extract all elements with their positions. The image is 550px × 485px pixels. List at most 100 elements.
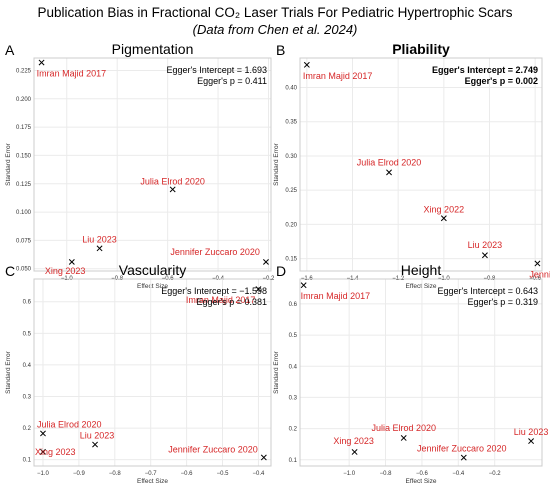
y-tick-label: 0.25 <box>285 188 297 194</box>
data-point-marker <box>460 454 467 461</box>
y-axis-label: Standard Error <box>5 142 12 185</box>
x-tick-label: −1.0 <box>343 471 356 477</box>
y-tick-label: 0.4 <box>23 363 32 369</box>
y-tick-label: 0.3 <box>23 395 32 401</box>
data-point-marker <box>92 441 98 448</box>
y-tick-label: 0.20 <box>285 222 297 228</box>
y-tick-label: 0.125 <box>16 182 32 188</box>
y-axis-label: Standard Error <box>5 350 12 393</box>
study-label: Jennifer Zuccaro 2020 <box>529 269 550 279</box>
x-tick-label: −0.4 <box>452 471 465 477</box>
plot-frame <box>33 57 272 272</box>
data-point-marker <box>260 454 267 461</box>
panel-letter: C <box>5 263 15 279</box>
y-tick-label: 0.5 <box>23 331 32 337</box>
study-label: Imran Majid 2017 <box>37 69 107 79</box>
plot-frame <box>33 278 272 467</box>
y-tick-label: 0.075 <box>16 238 32 244</box>
study-label: Imran Majid 2017 <box>303 71 373 81</box>
data-point-marker <box>400 434 407 441</box>
study-label: Xing 2023 <box>45 266 86 276</box>
x-tick-label: −0.6 <box>416 471 429 477</box>
y-tick-label: 0.15 <box>285 257 297 263</box>
y-tick-label: 0.2 <box>289 427 298 433</box>
x-tick-label: −0.7 <box>145 471 158 477</box>
y-axis-label: Standard Error <box>273 142 280 185</box>
x-tick-label: −1.0 <box>37 471 50 477</box>
y-tick-label: 0.150 <box>16 153 32 159</box>
data-point-marker <box>96 245 103 252</box>
y-tick-label: 0.35 <box>285 120 297 126</box>
eggers-annotation: Egger's p = 0.319 <box>467 297 538 307</box>
x-axis-label: Effect Size <box>406 283 437 290</box>
x-tick-label: −0.4 <box>253 471 266 477</box>
y-tick-label: 0.6 <box>289 302 298 308</box>
study-label: Julia Elrod 2020 <box>371 423 436 433</box>
plot-frame <box>299 57 543 272</box>
data-point-marker <box>263 258 269 265</box>
data-point-marker <box>255 286 262 293</box>
y-tick-label: 0.5 <box>289 333 298 339</box>
data-point-marker <box>300 282 307 289</box>
x-tick-label: −0.9 <box>73 471 86 477</box>
x-tick-label: −0.8 <box>380 471 393 477</box>
y-tick-label: 0.175 <box>16 125 32 131</box>
study-label: Jennifer Zuccaro 2020 <box>170 247 260 257</box>
data-point-marker <box>303 61 310 68</box>
data-point-marker <box>440 215 447 222</box>
data-point-marker <box>169 186 176 193</box>
x-axis-label: Effect Size <box>406 478 437 485</box>
y-tick-label: 0.6 <box>23 300 32 306</box>
eggers-annotation: Egger's Intercept = 2.749 <box>432 65 538 75</box>
x-tick-label: −0.2 <box>489 471 502 477</box>
y-tick-label: 0.1 <box>289 458 298 464</box>
y-tick-label: 0.1 <box>23 458 32 464</box>
y-tick-label: 0.225 <box>16 68 32 74</box>
y-tick-label: 0.3 <box>289 395 298 401</box>
data-point-marker <box>68 258 75 265</box>
y-tick-label: 0.4 <box>289 364 298 370</box>
eggers-annotation: Egger's p = 0.002 <box>465 76 538 86</box>
panel-letter: A <box>5 42 15 58</box>
eggers-annotation: Egger's p = 0.381 <box>196 297 267 307</box>
study-label: Julia Elrod 2020 <box>37 419 102 429</box>
study-label: Imran Majid 2017 <box>186 295 256 305</box>
study-label: Liu 2023 <box>514 427 549 437</box>
panel-title: Pigmentation <box>112 41 194 57</box>
study-label: Xing 2023 <box>333 436 374 446</box>
study-label: Liu 2023 <box>468 240 503 250</box>
study-label: Liu 2023 <box>82 234 117 244</box>
eggers-annotation: Egger's Intercept = 0.643 <box>437 286 538 296</box>
data-point-marker <box>351 449 358 455</box>
study-label: Julia Elrod 2020 <box>357 157 422 167</box>
y-tick-label: 0.100 <box>16 210 32 216</box>
figure-subtitle: (Data from Chen et al. 2024) <box>192 22 358 37</box>
panel-title: Height <box>401 262 442 278</box>
eggers-annotation: Egger's p = 0.411 <box>197 76 267 86</box>
study-label: Jennifer Zuccaro 2020 <box>417 444 507 454</box>
data-point-marker <box>534 260 541 267</box>
figure-title: Publication Bias in Fractional CO₂ Laser… <box>37 5 513 20</box>
study-label: Jennifer Zuccaro 2020 <box>168 444 258 454</box>
panel-title: Vascularity <box>119 262 186 278</box>
x-axis-label: Effect Size <box>137 283 168 290</box>
study-label: Xing 2023 <box>35 447 76 457</box>
plot-frame <box>299 278 543 467</box>
data-point-marker <box>38 59 45 66</box>
panel-letter: D <box>276 263 286 279</box>
study-label: Julia Elrod 2020 <box>140 176 205 186</box>
data-point-marker <box>528 438 535 445</box>
x-tick-label: −0.6 <box>181 471 194 477</box>
study-label: Xing 2022 <box>424 204 465 214</box>
data-point-marker <box>40 430 46 437</box>
y-tick-label: 0.40 <box>285 85 297 91</box>
panel-title: Pliability <box>392 41 450 57</box>
y-axis-label: Standard Error <box>273 350 280 393</box>
x-tick-label: −0.5 <box>217 471 230 477</box>
eggers-annotation: Egger's Intercept = −1.598 <box>161 286 267 296</box>
data-point-marker <box>386 169 392 176</box>
data-point-marker <box>481 252 488 259</box>
y-tick-label: 0.2 <box>23 426 32 432</box>
eggers-annotation: Egger's Intercept = 1.693 <box>166 65 267 75</box>
